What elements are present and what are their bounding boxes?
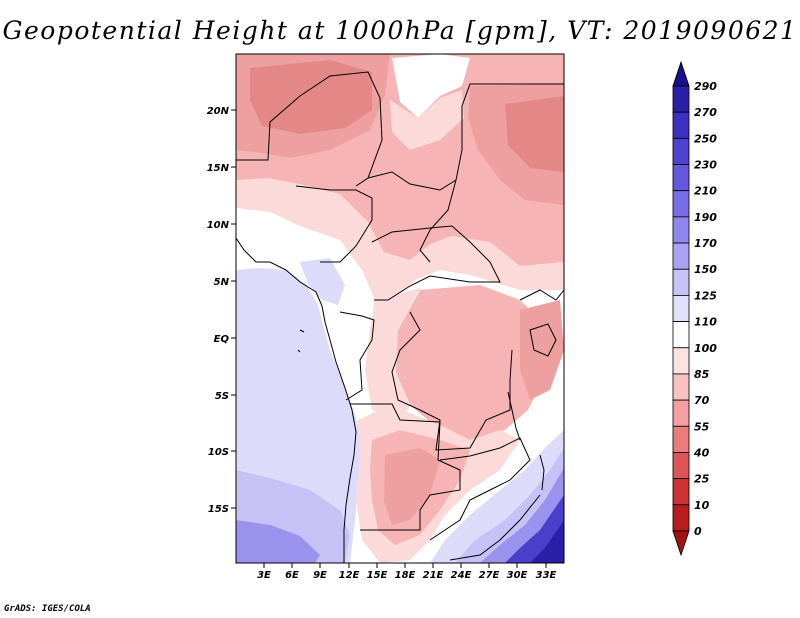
lake-victoria: [529, 323, 557, 357]
lon-label: 6E: [285, 570, 299, 581]
field-congo-light: [365, 288, 420, 420]
colorbar-box: [672, 452, 690, 480]
colorbar-top-arrow: [672, 60, 690, 87]
lat-label: 10S: [208, 447, 229, 458]
lat-label: 5N: [214, 277, 230, 288]
field-ocean-shelf: [300, 258, 345, 305]
boundaries: [236, 71, 564, 563]
lon-label: 12E: [339, 570, 360, 581]
lon-label: 21E: [423, 570, 444, 581]
map-frame: [235, 53, 565, 564]
lon-label: 18E: [395, 570, 416, 581]
colorbar-box: [672, 295, 690, 322]
field-se-navy: [530, 520, 564, 563]
lon-label: 27E: [479, 570, 500, 581]
lat-label: EQ: [214, 334, 230, 345]
colorbar-box: [672, 347, 690, 375]
latitude-axis: 20N 15N 10N 5N EQ 5S 10S 15S: [207, 106, 236, 515]
field-east-salmon: [520, 300, 564, 400]
colorbar-label: 250: [694, 132, 717, 145]
chart-title: Geopotential Height at 1000hPa [gpm], VT…: [2, 16, 798, 45]
colorbar-label: 25: [694, 473, 710, 486]
geopotential-field: [236, 54, 564, 563]
field-nw-dark: [250, 60, 372, 134]
chad-sudan-border: [419, 179, 457, 263]
lon-label: 15E: [367, 570, 388, 581]
colorbar-label: 210: [694, 185, 717, 198]
angola-border: [350, 403, 461, 531]
colorbar-box: [672, 373, 690, 401]
field-north-light: [236, 178, 564, 300]
lon-label: 33E: [536, 570, 557, 581]
grads-credit: GrADS: IGES/COLA: [4, 604, 91, 614]
gulf-islands: [297, 329, 305, 353]
field-sahara-light: [390, 90, 464, 150]
colorbar-label: 70: [694, 394, 710, 407]
colorbar-label: 170: [694, 237, 717, 250]
colorbar-label: 190: [694, 211, 717, 224]
field-congo-pink: [395, 285, 550, 440]
colorbar-label: 55: [694, 420, 710, 433]
drc-border: [391, 311, 513, 451]
lat-label: 15S: [208, 504, 229, 515]
longitude-axis: 3E 6E 9E 12E 15E 18E 21E 24E 27E 30E 33E: [257, 563, 557, 581]
colorbar-label: 270: [694, 106, 717, 119]
colorbar: [672, 60, 690, 557]
colorbar-label: 100: [694, 342, 717, 355]
lat-label: 20N: [207, 106, 230, 117]
lon-label: 24E: [451, 570, 472, 581]
colorbar-box: [672, 164, 690, 192]
colorbar-label: 0: [694, 525, 702, 538]
colorbar-label: 290: [694, 80, 717, 93]
lat-label: 10N: [207, 220, 230, 231]
colorbar-box: [672, 321, 690, 349]
lon-label: 9E: [313, 570, 327, 581]
congo-border: [339, 311, 375, 401]
colorbar-label: 150: [694, 263, 717, 276]
lat-label: 5S: [215, 391, 229, 402]
lake-malawi: [539, 454, 545, 491]
colorbar-box: [672, 478, 690, 506]
colorbar-label: 10: [694, 499, 710, 512]
colorbar-box: [672, 268, 690, 296]
colorbar-label: 110: [694, 316, 717, 329]
colorbar-bottom-arrow: [672, 530, 690, 557]
nigeria-border: [295, 185, 373, 263]
lat-label: 15N: [207, 163, 230, 174]
colorbar-box: [672, 216, 690, 244]
colorbar-labels: 2902702502302101901701501251101008570554…: [693, 80, 717, 538]
colorbar-box: [672, 137, 690, 165]
field-ocean-deep: [236, 520, 320, 563]
east-border: [519, 289, 564, 301]
field-ne-dark: [505, 96, 564, 172]
car-border: [371, 225, 501, 301]
colorbar-box: [672, 399, 690, 427]
sahel-border: [236, 71, 383, 187]
colorbar-label: 85: [694, 368, 710, 381]
field-south-salmon: [384, 448, 440, 525]
colorbar-label: 125: [694, 289, 717, 302]
lon-label: 30E: [507, 570, 528, 581]
colorbar-box: [672, 242, 690, 270]
lake-tanganyika: [507, 391, 521, 441]
colorbar-box: [672, 425, 690, 453]
colorbar-box: [672, 85, 690, 113]
colorbar-box: [672, 111, 690, 139]
colorbar-box: [672, 190, 690, 218]
mozambique-border: [449, 494, 541, 561]
lon-label: 3E: [257, 570, 271, 581]
colorbar-label: 230: [694, 159, 717, 172]
zambia-border: [429, 437, 531, 541]
west-coastline: [236, 237, 357, 563]
colorbar-box: [672, 504, 690, 532]
field-sahara-white: [392, 54, 470, 118]
colorbar-label: 40: [693, 446, 710, 459]
